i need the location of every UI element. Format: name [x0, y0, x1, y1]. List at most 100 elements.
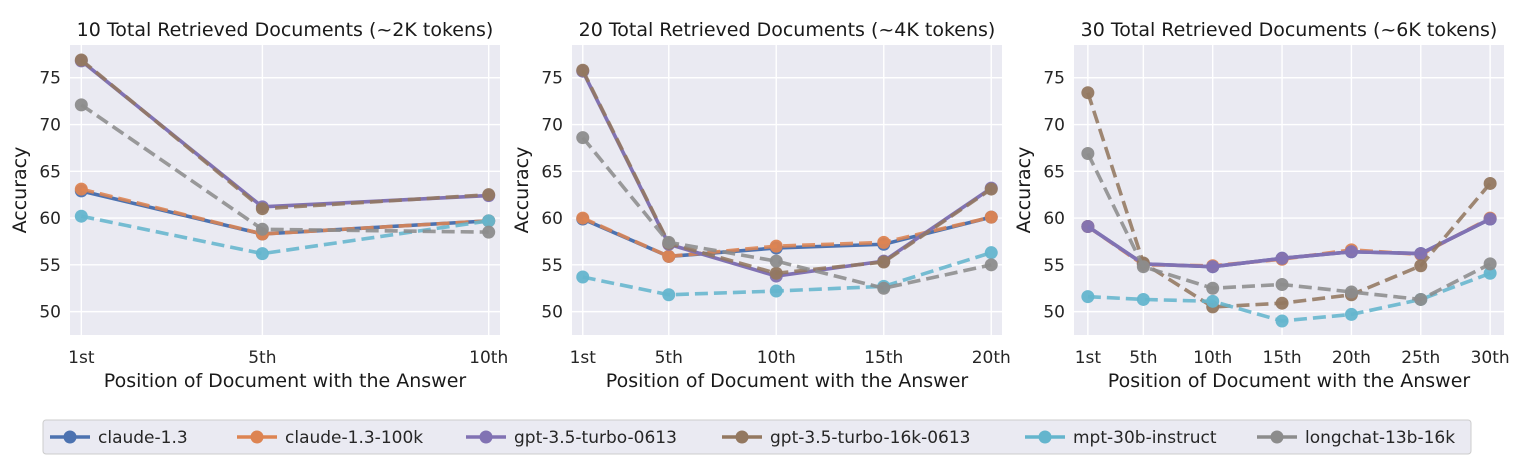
y-tick-label: 75: [541, 69, 563, 89]
data-point: [1275, 251, 1289, 265]
y-tick-label: 75: [1043, 69, 1065, 89]
chart-panel-2: 50 55 60 65 70 75 1st 5th 10th 15th 20th 20 Total R…: [511, 19, 1011, 392]
data-point: [1206, 281, 1220, 295]
legend-marker: [735, 430, 749, 444]
series-gpt-3.5-turbo-16k-0613: [576, 63, 998, 280]
legend-entry: mpt-30b-instruct: [1025, 428, 1217, 448]
x-tick-label: 20th: [972, 348, 1011, 368]
data-point: [482, 225, 496, 239]
y-tick-label: 55: [39, 256, 61, 276]
legend-label: longchat-13b-16k: [1305, 428, 1455, 448]
plot-area: [70, 45, 500, 335]
series-mpt-30b-instruct: [74, 209, 496, 261]
x-tick-label: 5th: [655, 348, 683, 368]
legend-marker: [63, 430, 77, 444]
data-point: [877, 235, 891, 249]
legend-label: gpt-3.5-turbo-16k-0613: [770, 428, 971, 448]
data-point: [1483, 176, 1497, 190]
x-tick-label: 30th: [1471, 348, 1510, 368]
data-point: [984, 210, 998, 224]
data-point: [1206, 260, 1220, 274]
data-point: [576, 211, 590, 225]
y-tick-label: 70: [541, 116, 563, 136]
y-tick-label: 55: [541, 256, 563, 276]
y-tick-label: 60: [39, 209, 61, 229]
data-point: [255, 202, 269, 216]
y-tick-label: 75: [39, 69, 61, 89]
data-point: [662, 235, 676, 249]
data-point: [1414, 292, 1428, 306]
x-tick-label: 10th: [1193, 348, 1232, 368]
data-point: [769, 254, 783, 268]
data-point: [1206, 294, 1220, 308]
x-tick-label: 5th: [1129, 348, 1157, 368]
data-point: [1081, 219, 1095, 233]
series-line: [581, 136, 992, 291]
legend-entry: longchat-13b-16k: [1257, 428, 1455, 448]
data-point: [877, 255, 891, 269]
x-axis-label: Position of Document with the Answer: [606, 370, 969, 392]
legend-marker: [250, 430, 264, 444]
data-point: [74, 182, 88, 196]
legend-label: claude-1.3: [98, 428, 188, 448]
y-tick-label: 65: [541, 162, 563, 182]
data-point: [1344, 307, 1358, 321]
x-axis-label: Position of Document with the Answer: [104, 370, 467, 392]
data-point: [74, 209, 88, 223]
data-point: [1136, 292, 1150, 306]
data-point: [1081, 290, 1095, 304]
y-tick-label: 50: [541, 303, 563, 323]
data-point: [769, 266, 783, 280]
y-tick-label: 65: [1043, 162, 1065, 182]
legend-entry: claude-1.3: [50, 428, 188, 448]
x-tick-label: 1st: [570, 348, 597, 368]
data-point: [984, 258, 998, 272]
chart-panel-1: 50 55 60 65 70 75 1st 5th 10th 10 Total Retrieved…: [9, 19, 508, 392]
y-tick-label: 55: [1043, 256, 1065, 276]
y-tick-label: 70: [39, 116, 61, 136]
legend-marker: [1038, 430, 1052, 444]
x-tick-label: 1st: [1075, 348, 1102, 368]
data-point: [255, 247, 269, 261]
data-point: [769, 239, 783, 253]
data-point: [877, 281, 891, 295]
y-tick-label: 50: [1043, 303, 1065, 323]
y-tick-label: 60: [1043, 209, 1065, 229]
legend-label: mpt-30b-instruct: [1073, 428, 1217, 448]
x-tick-label: 15th: [864, 348, 903, 368]
data-point: [1483, 266, 1497, 280]
y-tick-label: 70: [1043, 116, 1065, 136]
chart-panel-3: 50 55 60 65 70 75 1st 5th 10th 15th 20th 25th 30th 30…: [1013, 19, 1510, 392]
series-claude-1.3-100k: [576, 210, 998, 263]
x-tick-label: 1st: [68, 348, 95, 368]
legend-label: gpt-3.5-turbo-0613: [514, 428, 677, 448]
data-point: [1136, 260, 1150, 274]
data-point: [1414, 247, 1428, 261]
legend-entry: gpt-3.5-turbo-16k-0613: [722, 428, 971, 448]
data-point: [1414, 259, 1428, 273]
data-point: [576, 63, 590, 77]
x-tick-label: 5th: [248, 348, 276, 368]
data-point: [74, 98, 88, 112]
series-gpt-3.5-turbo-16k-0613: [74, 53, 496, 216]
data-point: [1344, 245, 1358, 259]
data-point: [74, 53, 88, 67]
y-tick-label: 50: [39, 303, 61, 323]
x-tick-label: 25th: [1401, 348, 1440, 368]
data-point: [1275, 314, 1289, 328]
data-point: [576, 270, 590, 284]
legend-entry: claude-1.3-100k: [237, 428, 423, 448]
legend-entry: gpt-3.5-turbo-0613: [466, 428, 677, 448]
data-point: [1081, 86, 1095, 100]
x-tick-label: 10th: [469, 348, 508, 368]
x-axis-label: Position of Document with the Answer: [1108, 370, 1471, 392]
data-point: [576, 131, 590, 145]
series-line: [80, 187, 489, 236]
x-tick-label: 10th: [757, 348, 796, 368]
legend: claude-1.3 claude-1.3-100k gpt-3.5-turbo-0…: [42, 419, 1472, 455]
data-point: [255, 222, 269, 236]
data-point: [482, 214, 496, 228]
data-point: [1483, 257, 1497, 271]
legend-marker: [479, 430, 493, 444]
